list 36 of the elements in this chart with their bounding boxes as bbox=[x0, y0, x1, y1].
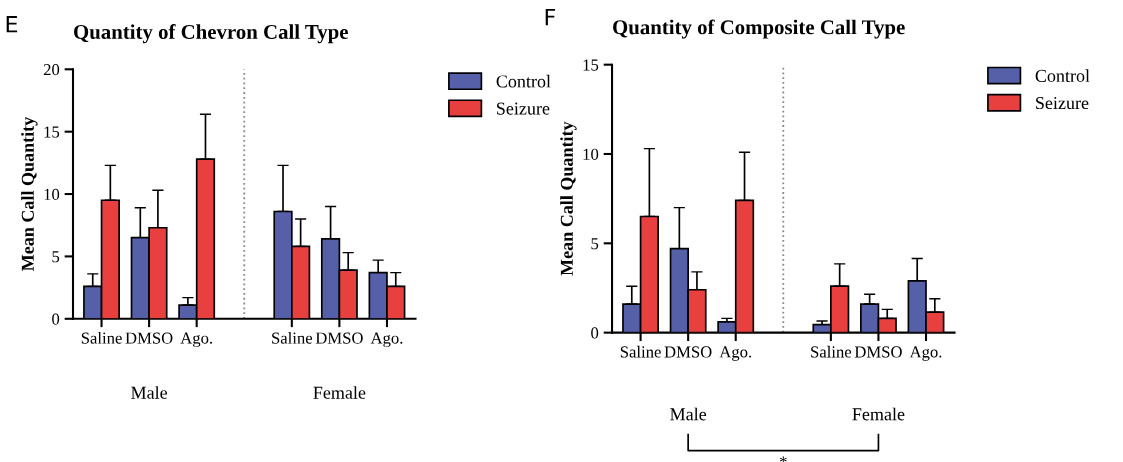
x-tick-label: Saline bbox=[811, 345, 852, 358]
y-tick-label: 5 bbox=[52, 251, 60, 263]
legend-label: Seizure bbox=[497, 102, 550, 115]
y-tick-label: 10 bbox=[583, 148, 599, 160]
x-tick-label: DMSO bbox=[854, 346, 902, 358]
x-tick-label: DMSO bbox=[125, 332, 173, 344]
y-tick-label: 15 bbox=[583, 59, 599, 71]
text: Female bbox=[852, 407, 905, 421]
text: * bbox=[779, 456, 787, 462]
y-tick-label: 0 bbox=[52, 313, 60, 325]
y-axis-title: Mean Call Quantity bbox=[21, 116, 38, 271]
x-tick-label: DMSO bbox=[664, 346, 712, 358]
y-tick-label: 0 bbox=[591, 327, 599, 339]
text: F bbox=[545, 9, 556, 26]
legend-label: Seizure bbox=[1036, 96, 1089, 110]
text: Male bbox=[131, 386, 168, 399]
text: Male bbox=[670, 407, 707, 421]
legend-label: Control bbox=[1035, 69, 1090, 82]
text: E bbox=[6, 16, 18, 33]
y-tick-label: 5 bbox=[591, 238, 599, 250]
chart-title: Quantity of Chevron Call Type bbox=[74, 24, 348, 44]
y-tick-label: 15 bbox=[44, 126, 60, 138]
x-tick-label: Saline bbox=[272, 331, 313, 344]
x-tick-label: Saline bbox=[620, 345, 661, 358]
y-tick-label: 20 bbox=[43, 64, 60, 76]
y-axis-title: Mean Call Quantity bbox=[560, 121, 577, 276]
x-tick-label: Ago. bbox=[719, 346, 752, 361]
x-tick-label: DMSO bbox=[315, 332, 363, 344]
x-tick-label: Ago. bbox=[180, 332, 213, 348]
x-tick-label: Saline bbox=[81, 331, 122, 344]
y-tick-label: 10 bbox=[44, 188, 60, 200]
x-tick-label: Ago. bbox=[909, 346, 942, 361]
text: Female bbox=[313, 386, 366, 399]
legend-label: Control bbox=[496, 74, 551, 88]
x-tick-label: Ago. bbox=[370, 332, 403, 348]
chart-title: Quantity of Composite Call Type bbox=[613, 19, 905, 39]
